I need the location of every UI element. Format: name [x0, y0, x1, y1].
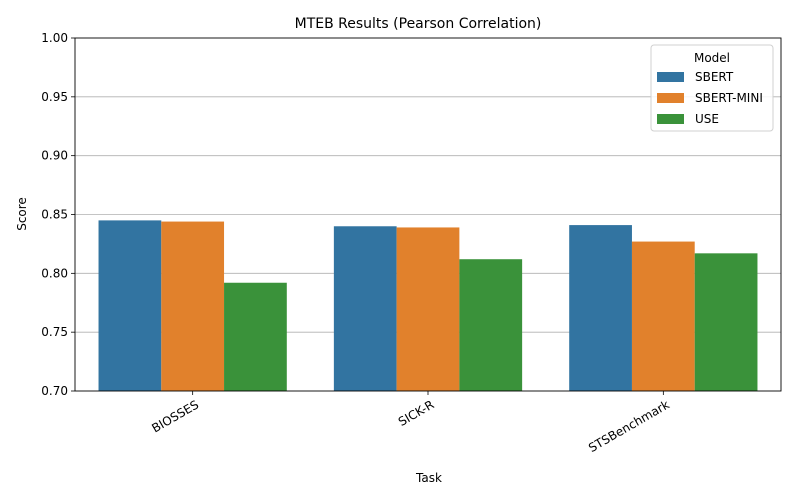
y-tick-label: 0.95: [41, 90, 68, 104]
bar-use-biosses: [224, 282, 287, 391]
x-tick-label: SICK-R: [396, 397, 437, 429]
y-tick-label: 0.85: [41, 208, 68, 222]
x-tick-label: STSBenchmark: [586, 397, 672, 455]
bar-sbert-stsbenchmark: [569, 225, 632, 391]
legend-box: [650, 44, 774, 132]
legend-label: SBERT: [695, 70, 734, 84]
legend-label: SBERT-MINI: [695, 91, 763, 105]
y-axis-label: Score: [15, 197, 29, 231]
legend-label: USE: [695, 112, 719, 126]
y-tick-label: 0.80: [41, 266, 68, 280]
legend-swatch: [657, 114, 684, 124]
plot-frame: [74, 37, 782, 392]
legend-swatch: [657, 93, 684, 103]
x-tick-label: BIOSSES: [149, 397, 201, 435]
bar-sbert-mini-stsbenchmark: [631, 241, 695, 391]
bar-sbert-mini-biosses: [161, 221, 225, 391]
bar-use-stsbenchmark: [694, 253, 758, 391]
y-tick-label: 1.00: [41, 31, 68, 45]
legend: Model SBERT SBERT-MINI USE: [650, 44, 774, 132]
legend-swatch: [657, 72, 684, 82]
x-axis-label: Task: [415, 471, 442, 485]
bars: [98, 220, 758, 391]
y-tick-label: 0.90: [41, 149, 68, 163]
y-tick-label: 0.70: [41, 384, 68, 398]
chart-title: MTEB Results (Pearson Correlation): [295, 16, 542, 32]
bar-use-sick-r: [459, 259, 523, 391]
y-tick-label: 0.75: [41, 325, 68, 339]
bar-sbert-biosses: [98, 220, 162, 391]
legend-title: Model: [694, 51, 730, 65]
bar-sbert-mini-sick-r: [396, 227, 460, 391]
bar-sbert-sick-r: [333, 226, 397, 391]
